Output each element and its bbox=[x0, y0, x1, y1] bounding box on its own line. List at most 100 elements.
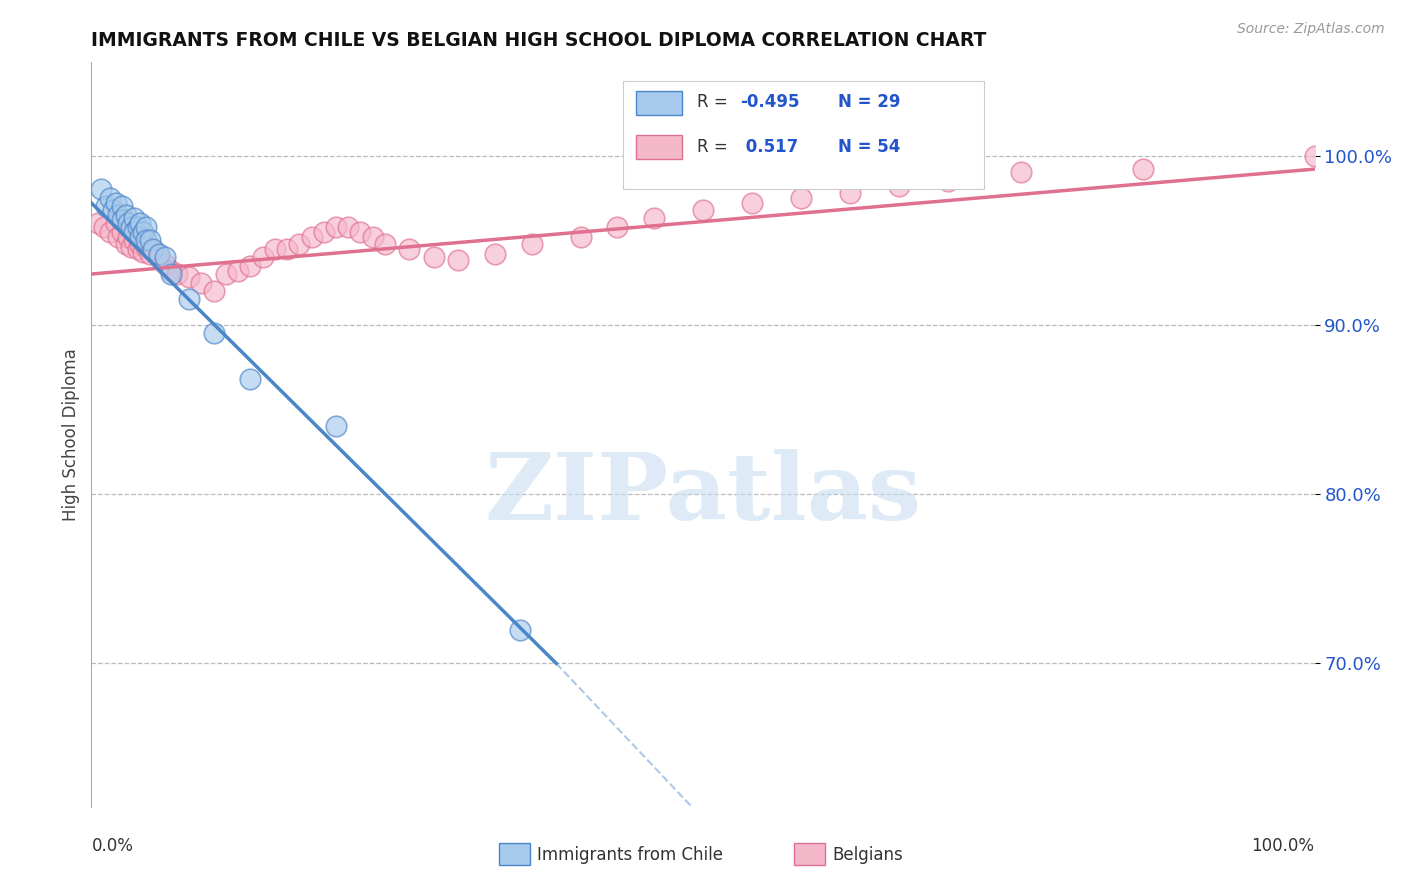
Text: ZIPatlas: ZIPatlas bbox=[485, 450, 921, 540]
Point bbox=[276, 242, 298, 256]
Text: -0.495: -0.495 bbox=[740, 93, 799, 111]
Point bbox=[361, 229, 384, 244]
Point bbox=[887, 179, 910, 194]
Point bbox=[148, 246, 170, 260]
Point bbox=[122, 225, 145, 239]
Point bbox=[520, 236, 543, 251]
Point bbox=[202, 326, 225, 341]
Point bbox=[111, 212, 134, 227]
Point bbox=[374, 236, 396, 251]
Point bbox=[936, 174, 959, 188]
Point bbox=[127, 219, 149, 234]
Point bbox=[838, 186, 860, 200]
Point bbox=[1132, 162, 1154, 177]
Point bbox=[104, 216, 127, 230]
Point bbox=[190, 276, 212, 290]
Point bbox=[148, 250, 170, 264]
Point bbox=[790, 191, 813, 205]
Point bbox=[349, 225, 371, 239]
Point bbox=[135, 219, 157, 234]
Point bbox=[141, 244, 163, 258]
Point bbox=[509, 623, 531, 637]
Point bbox=[166, 267, 188, 281]
Point bbox=[111, 199, 134, 213]
Point bbox=[86, 216, 108, 230]
Point bbox=[215, 267, 238, 281]
Point bbox=[288, 236, 311, 251]
Text: Source: ZipAtlas.com: Source: ZipAtlas.com bbox=[1237, 22, 1385, 37]
Point bbox=[692, 202, 714, 217]
Point bbox=[312, 225, 335, 239]
Point bbox=[132, 225, 155, 239]
Point bbox=[129, 236, 152, 251]
Point bbox=[484, 246, 506, 260]
Point bbox=[447, 253, 470, 268]
Point bbox=[107, 229, 129, 244]
Point bbox=[135, 233, 157, 247]
FancyBboxPatch shape bbox=[636, 136, 682, 160]
Point bbox=[606, 219, 628, 234]
Point bbox=[139, 233, 162, 247]
Text: R =: R = bbox=[697, 93, 733, 111]
Point bbox=[226, 263, 249, 277]
Text: Immigrants from Chile: Immigrants from Chile bbox=[537, 846, 723, 863]
Point bbox=[643, 211, 665, 226]
Point bbox=[325, 219, 347, 234]
Point bbox=[111, 225, 134, 239]
Point bbox=[264, 242, 287, 256]
Y-axis label: High School Diploma: High School Diploma bbox=[62, 349, 80, 521]
Text: 100.0%: 100.0% bbox=[1251, 837, 1315, 855]
Point bbox=[107, 208, 129, 222]
Point bbox=[135, 240, 157, 254]
Point bbox=[239, 372, 262, 386]
Point bbox=[129, 229, 152, 244]
Point bbox=[141, 242, 163, 256]
Point bbox=[252, 250, 274, 264]
Point bbox=[94, 199, 117, 213]
Text: IMMIGRANTS FROM CHILE VS BELGIAN HIGH SCHOOL DIPLOMA CORRELATION CHART: IMMIGRANTS FROM CHILE VS BELGIAN HIGH SC… bbox=[91, 30, 987, 50]
Point bbox=[569, 229, 592, 244]
Point bbox=[398, 242, 420, 256]
Point bbox=[114, 208, 136, 222]
Point bbox=[160, 263, 183, 277]
Text: N = 29: N = 29 bbox=[838, 93, 900, 111]
Point bbox=[114, 236, 136, 251]
Text: 0.517: 0.517 bbox=[740, 137, 799, 155]
Point bbox=[98, 225, 121, 239]
Text: N = 54: N = 54 bbox=[838, 137, 900, 155]
Text: Belgians: Belgians bbox=[832, 846, 903, 863]
Point bbox=[122, 211, 145, 226]
Point bbox=[153, 257, 176, 271]
Text: 0.0%: 0.0% bbox=[91, 837, 134, 855]
Point bbox=[179, 293, 201, 307]
Point bbox=[132, 245, 155, 260]
Point bbox=[104, 196, 127, 211]
Point bbox=[160, 267, 183, 281]
Point bbox=[741, 196, 763, 211]
Point bbox=[103, 202, 125, 217]
Point bbox=[301, 229, 323, 244]
Point bbox=[1303, 148, 1326, 162]
FancyBboxPatch shape bbox=[623, 81, 984, 189]
Point bbox=[117, 229, 139, 244]
Point bbox=[325, 419, 347, 434]
Point bbox=[423, 250, 446, 264]
Point bbox=[239, 259, 262, 273]
Text: R =: R = bbox=[697, 137, 733, 155]
Point bbox=[202, 284, 225, 298]
FancyBboxPatch shape bbox=[636, 91, 682, 114]
Point bbox=[179, 270, 201, 285]
Point bbox=[120, 219, 142, 234]
Point bbox=[153, 250, 176, 264]
Point bbox=[337, 219, 360, 234]
Point bbox=[127, 242, 149, 256]
Point bbox=[93, 219, 115, 234]
Point bbox=[129, 216, 152, 230]
Point bbox=[122, 233, 145, 247]
Point bbox=[90, 182, 112, 196]
Point bbox=[139, 246, 162, 260]
Point bbox=[120, 240, 142, 254]
Point bbox=[98, 191, 121, 205]
Point bbox=[117, 216, 139, 230]
Point bbox=[1010, 165, 1032, 179]
